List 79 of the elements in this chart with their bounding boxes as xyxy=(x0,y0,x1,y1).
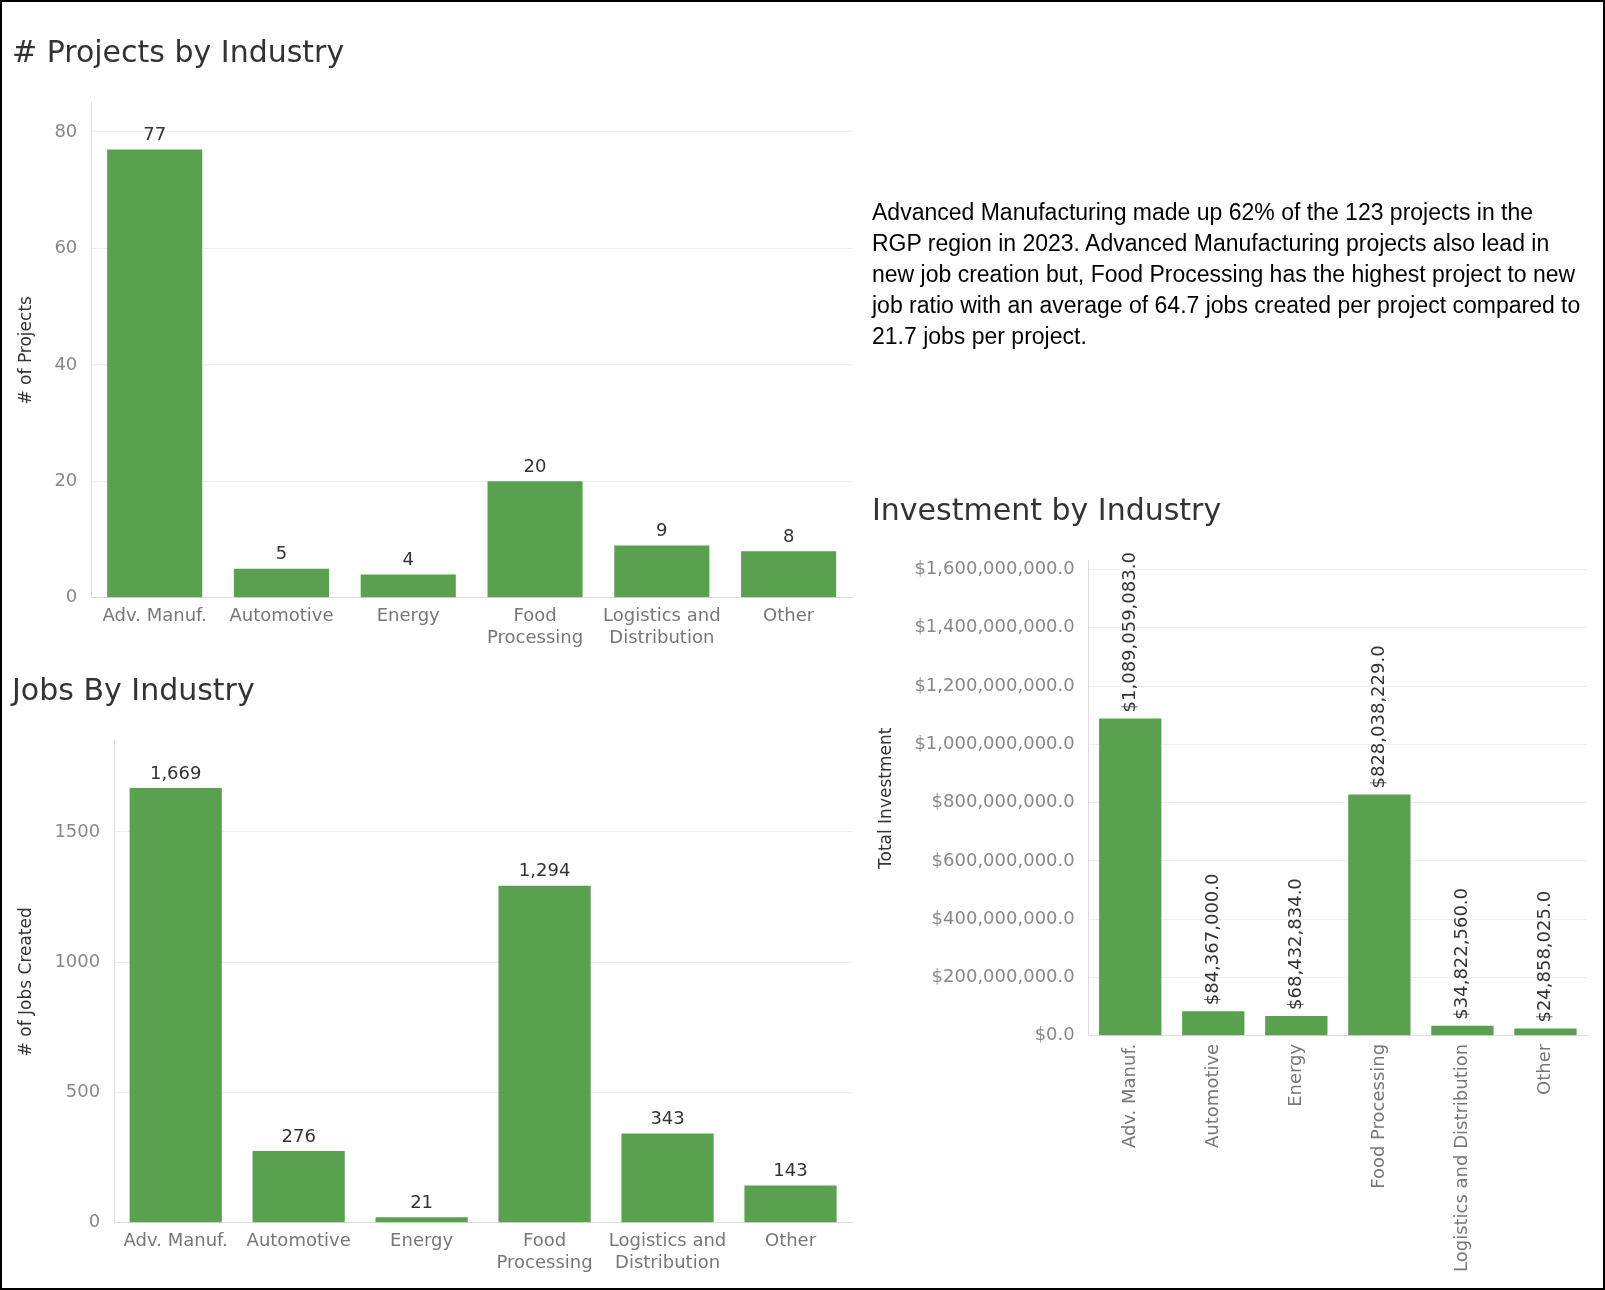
bar xyxy=(487,481,583,598)
bar xyxy=(360,574,456,598)
x-tick-label: Food Processing xyxy=(1367,1043,1389,1189)
data-label: 4 xyxy=(402,548,414,570)
y-tick-label: $400,000,000.0 xyxy=(931,906,1075,928)
y-axis-title: Total Investment xyxy=(874,727,895,871)
bar xyxy=(614,545,710,598)
bar xyxy=(741,551,837,598)
y-tick-label: 20 xyxy=(54,469,78,490)
bar xyxy=(252,1150,345,1223)
y-tick-label: 1000 xyxy=(54,949,101,971)
x-tick-label: Logistics and Distribution xyxy=(608,1229,727,1272)
bar xyxy=(744,1185,837,1223)
y-tick-label: $1,400,000,000.0 xyxy=(914,615,1075,637)
y-tick-label: 0 xyxy=(65,585,78,607)
data-label: 1,669 xyxy=(149,761,202,783)
x-tick-label: Other xyxy=(763,604,815,626)
x-tick-label: Automotive xyxy=(1200,1043,1222,1148)
x-tick-label: Adv. Manuf. xyxy=(1117,1043,1139,1149)
y-tick-label: $1,200,000,000.0 xyxy=(914,673,1075,695)
data-label: 77 xyxy=(143,123,167,145)
data-label: $24,858,025.0 xyxy=(1533,890,1555,1023)
x-tick-label: Logistics and Distribution xyxy=(603,604,721,647)
y-tick-label: $1,600,000,000.0 xyxy=(914,557,1075,579)
data-label: 143 xyxy=(773,1159,808,1181)
x-tick-label: Other xyxy=(1533,1043,1555,1095)
y-tick-label: $0.0 xyxy=(1034,1023,1075,1045)
data-label: 5 xyxy=(275,542,288,564)
y-tick-label: $1,000,000,000.0 xyxy=(914,732,1075,754)
x-tick-label: Food Processing xyxy=(486,604,584,647)
data-label: 21 xyxy=(410,1191,434,1212)
bar xyxy=(1099,718,1162,1036)
data-label: 8 xyxy=(782,524,795,546)
y-axis-title: # of Jobs Created xyxy=(14,907,35,1057)
bar xyxy=(621,1133,714,1223)
x-tick-label: Logistics and Distribution xyxy=(1450,1043,1472,1273)
data-label: 276 xyxy=(281,1124,316,1146)
chart-title: Jobs By Industry xyxy=(12,671,256,709)
data-label: $84,367,000.0 xyxy=(1200,873,1222,1006)
y-tick-label: 0 xyxy=(88,1210,101,1232)
y-tick-label: 1500 xyxy=(54,819,101,841)
x-tick-label: Other xyxy=(764,1229,817,1251)
x-tick-label: Automotive xyxy=(246,1229,351,1251)
data-label: 343 xyxy=(650,1107,685,1129)
chart-title: Investment by Industry xyxy=(872,491,1223,529)
y-axis-title: # of Projects xyxy=(14,295,35,405)
bar xyxy=(233,568,330,598)
y-tick-label: $200,000,000.0 xyxy=(931,965,1075,987)
data-label: 20 xyxy=(523,455,547,476)
bar xyxy=(107,149,203,598)
chart-title: # Projects by Industry xyxy=(12,33,346,71)
data-label: $68,432,834.0 xyxy=(1284,878,1305,1010)
x-tick-label: Adv. Manuf. xyxy=(102,604,207,626)
x-tick-label: Food Processing xyxy=(496,1229,593,1272)
y-tick-label: $800,000,000.0 xyxy=(931,790,1075,812)
x-tick-label: Energy xyxy=(1284,1043,1305,1107)
bar xyxy=(375,1217,468,1223)
bar xyxy=(1514,1028,1577,1036)
data-label: 9 xyxy=(656,519,668,541)
x-tick-label: Energy xyxy=(376,604,441,626)
y-tick-label: 80 xyxy=(54,119,78,141)
bar xyxy=(129,787,222,1223)
text: Advanced Manufacturing made up 62% of the 123 projects in the RGP region in 2023. Advanced Manufacturing projects also lead in new job creation but, Food Processing has the highest project to new job ratio with an average of 64.7 jobs created per project compared to 21.7 jobs per project. xyxy=(872,198,1582,351)
y-tick-label: 500 xyxy=(65,1080,101,1102)
x-tick-label: Adv. Manuf. xyxy=(123,1229,228,1251)
y-tick-label: $600,000,000.0 xyxy=(931,848,1075,870)
y-tick-label: 60 xyxy=(54,236,78,258)
bar xyxy=(498,885,591,1223)
x-tick-label: Energy xyxy=(390,1229,454,1251)
x-tick-label: Automotive xyxy=(229,604,334,626)
data-label: $34,822,560.0 xyxy=(1450,887,1472,1020)
bar xyxy=(1431,1025,1494,1036)
data-label: $1,089,059,083.0 xyxy=(1117,552,1139,713)
data-label: 1,294 xyxy=(518,859,571,881)
data-label: $828,038,229.0 xyxy=(1367,645,1389,789)
bar xyxy=(1348,794,1411,1036)
y-tick-label: 40 xyxy=(54,352,78,374)
bar xyxy=(1182,1011,1245,1036)
bar xyxy=(1265,1015,1328,1036)
